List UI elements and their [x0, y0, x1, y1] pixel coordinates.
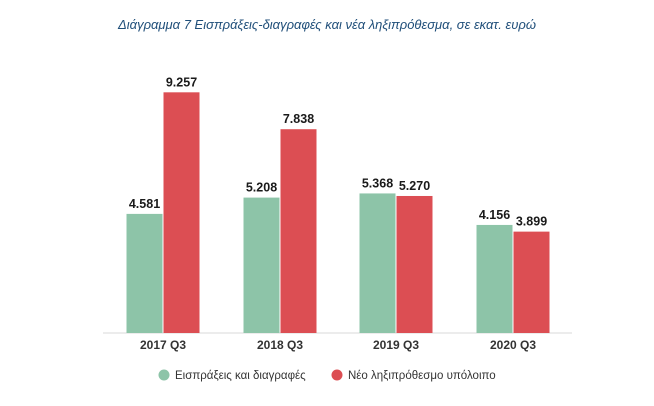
bar-new-arrears-2 — [396, 195, 433, 333]
bar-collections-2 — [359, 193, 396, 333]
bar-collections-0 — [126, 213, 163, 333]
value-label-new-arrears-2: 5.270 — [399, 179, 430, 193]
x-tick-label-1: 2018 Q3 — [257, 338, 303, 352]
bar-new-arrears-1 — [280, 129, 317, 333]
legend-label-new-arrears: Νέο ληξιπρόθεσμο υπόλοιπο — [348, 370, 496, 382]
value-label-new-arrears-1: 7.838 — [283, 112, 314, 126]
legend: Εισπράξεις και διαγραφές Νέο ληξιπρόθεσμο… — [158, 369, 496, 382]
legend-marker-new-arrears — [331, 369, 343, 381]
value-labels-group: 4.581 9.257 5.208 7.838 5.368 5.270 4.156 3.899 — [129, 75, 547, 228]
value-label-collections-0: 4.581 — [129, 197, 160, 211]
bar-new-arrears-3 — [513, 231, 550, 333]
legend-marker-collections — [158, 369, 170, 381]
legend-label-collections: Εισπράξεις και διαγραφές — [175, 370, 306, 382]
x-tick-label-3: 2020 Q3 — [490, 338, 536, 352]
value-label-new-arrears-3: 3.899 — [516, 215, 547, 229]
x-tick-label-0: 2017 Q3 — [140, 338, 186, 352]
value-label-collections-2: 5.368 — [362, 176, 393, 190]
chart-title: Διάγραμμα 7 Εισπράξεις-διαγραφές και νέα… — [118, 17, 536, 32]
value-label-collections-1: 5.208 — [246, 181, 277, 195]
x-tick-labels-group: 2017 Q3 2018 Q3 2019 Q3 2020 Q3 — [140, 338, 536, 352]
bar-new-arrears-0 — [163, 92, 200, 334]
x-tick-label-2: 2019 Q3 — [373, 338, 419, 352]
value-label-new-arrears-0: 9.257 — [166, 75, 197, 89]
bars-group — [126, 92, 550, 334]
bar-collections-1 — [243, 197, 280, 333]
value-label-collections-3: 4.156 — [479, 208, 510, 222]
bar-collections-3 — [476, 224, 513, 333]
